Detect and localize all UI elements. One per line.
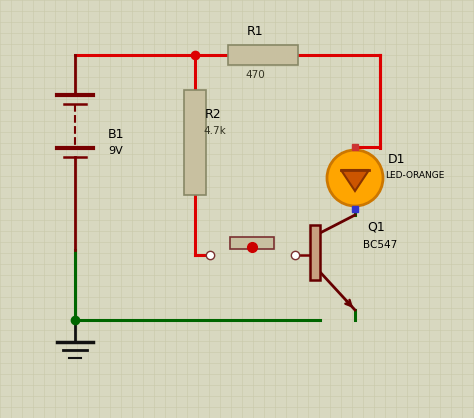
Bar <box>310 225 320 280</box>
Text: R2: R2 <box>205 108 222 121</box>
Text: R1: R1 <box>246 25 264 38</box>
Text: LED-ORANGE: LED-ORANGE <box>385 171 444 180</box>
Circle shape <box>327 150 383 206</box>
Text: D1: D1 <box>388 153 405 166</box>
Polygon shape <box>341 170 369 191</box>
Text: 470: 470 <box>245 70 265 80</box>
Text: BC547: BC547 <box>363 240 397 250</box>
Bar <box>228 45 298 65</box>
Text: 4.7k: 4.7k <box>203 126 226 136</box>
Bar <box>184 90 206 195</box>
Bar <box>230 237 274 249</box>
Text: 9V: 9V <box>108 146 123 156</box>
Text: Q1: Q1 <box>367 220 385 233</box>
Text: B1: B1 <box>108 128 125 141</box>
